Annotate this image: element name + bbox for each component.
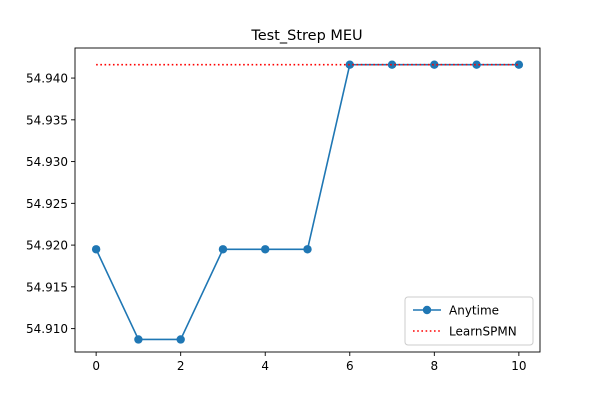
legend-marker-anytime: [422, 305, 432, 315]
data-point-anytime: [218, 245, 228, 254]
data-point-anytime: [91, 245, 101, 254]
y-tick-label: 54.940: [26, 72, 68, 86]
data-point-anytime: [261, 245, 270, 254]
x-tick-label: 6: [346, 359, 354, 373]
legend-label-anytime: Anytime: [449, 304, 499, 318]
y-tick-label: 54.920: [26, 239, 68, 253]
y-tick-label: 54.930: [26, 155, 68, 169]
axes-frame: [74, 47, 541, 353]
y-tick-label: 54.925: [26, 197, 68, 211]
chart-title: Test_Strep MEU: [250, 28, 362, 44]
data-point-anytime: [472, 60, 481, 69]
y-tick-label: 54.915: [26, 280, 68, 294]
data-point-anytime: [176, 335, 185, 344]
data-point-anytime: [303, 245, 312, 254]
data-point-anytime: [387, 60, 397, 69]
legend-label-learnspmn: LearnSPMN: [449, 325, 517, 339]
data-point-anytime: [345, 60, 354, 69]
x-tick-label: 4: [261, 359, 269, 373]
data-point-anytime: [430, 60, 439, 69]
data-point-anytime: [134, 335, 143, 344]
x-tick-label: 8: [430, 359, 438, 373]
y-tick-label: 54.935: [26, 113, 68, 127]
y-tick-label: 54.910: [26, 322, 68, 336]
x-tick-label: 2: [177, 359, 185, 373]
x-tick-label: 0: [92, 359, 100, 373]
data-point-anytime: [514, 60, 524, 69]
x-tick-label: 10: [511, 359, 526, 373]
plot-area: 0 2 4 6 8 10 54.910 54.915 54.920 54.925 54.930 54.…: [26, 47, 541, 373]
legend-box: [404, 296, 534, 346]
legend: Anytime LearnSPMN: [404, 296, 534, 346]
